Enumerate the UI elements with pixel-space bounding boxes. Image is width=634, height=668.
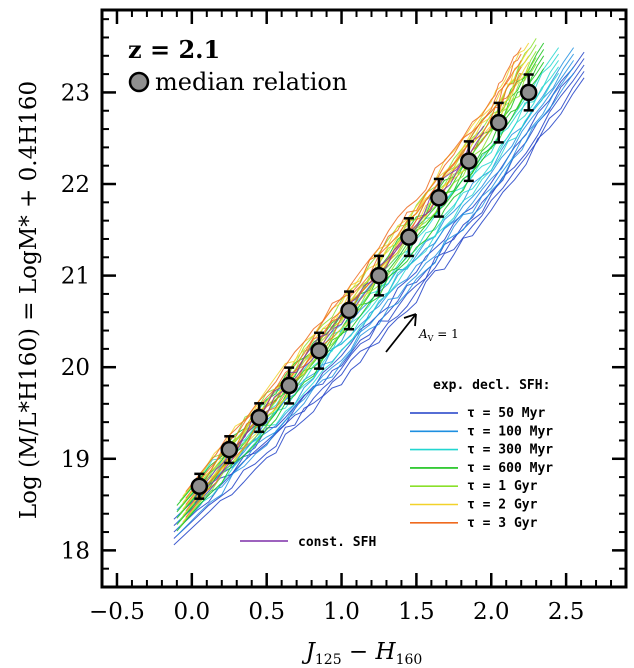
x-tick-label: 1.5 — [398, 599, 435, 625]
legend-title: exp. decl. SFH: — [433, 378, 550, 393]
median-legend-marker — [128, 71, 150, 93]
model-track-line — [173, 71, 585, 539]
x-tick-label: 1.0 — [323, 599, 360, 625]
extinction-label: AV = 1 — [418, 327, 459, 343]
y-tick-label: 22 — [61, 172, 90, 198]
model-track-line — [176, 66, 575, 530]
model-track-line — [185, 47, 522, 493]
median-point — [220, 440, 239, 459]
y-axis-title: Log (M/L*H160) = LogM* + 0.4H160 — [16, 81, 42, 519]
x-axis-title: J125 − H160 — [302, 639, 423, 668]
legend-entry: τ = 1 Gyr — [467, 479, 538, 494]
legend-entry: τ = 300 Myr — [467, 443, 553, 458]
x-tick-label: −0.5 — [89, 599, 145, 625]
legend: exp. decl. SFH: τ = 50 Myr τ = 100 Myr τ = … — [240, 378, 553, 550]
plot-frame — [100, 8, 628, 589]
legend-entry: const. SFH — [298, 535, 376, 550]
redshift-label: z = 2.1 — [128, 35, 220, 64]
legend-entry: τ = 600 Myr — [467, 461, 553, 476]
y-tick-label: 18 — [61, 538, 90, 564]
median-point — [519, 83, 538, 102]
y-tick-label: 19 — [61, 447, 90, 473]
x-tick-label: 0.0 — [174, 599, 211, 625]
y-tick-label: 23 — [61, 80, 90, 106]
y-tick-label: 21 — [61, 264, 90, 290]
median-point — [400, 228, 418, 246]
x-tick-label: 0.5 — [248, 599, 285, 625]
legend-entry: τ = 2 Gyr — [467, 498, 538, 513]
median-point — [430, 189, 448, 207]
legend-entry: τ = 50 Myr — [467, 406, 545, 421]
x-tick-label: 2.0 — [473, 599, 510, 625]
median-point — [190, 477, 209, 496]
median-points — [190, 73, 538, 500]
median-point — [489, 113, 508, 132]
model-track-line — [176, 68, 545, 532]
y-tick-label: 20 — [61, 355, 90, 381]
median-point — [310, 341, 328, 360]
median-point — [250, 408, 268, 427]
legend-entry: τ = 3 Gyr — [467, 516, 538, 531]
median-point — [280, 376, 298, 395]
x-tick-label: 2.5 — [548, 599, 585, 625]
model-track-line — [176, 72, 575, 537]
ticks-layer: −0.5 0.0 0.5 1.0 1.5 2.0 2.5 18 19 20 21 22 23 — [61, 10, 626, 625]
median-point — [370, 266, 388, 285]
median-point — [340, 301, 358, 320]
model-track-line — [179, 72, 560, 527]
legend-entry: τ = 100 Myr — [467, 424, 553, 439]
model-track-line — [173, 77, 585, 546]
median-legend-label: median relation — [155, 68, 347, 96]
median-point — [460, 152, 478, 170]
extinction-arrow — [385, 313, 417, 353]
extinction-arrowhead — [403, 313, 417, 327]
model-track-line — [173, 58, 585, 526]
